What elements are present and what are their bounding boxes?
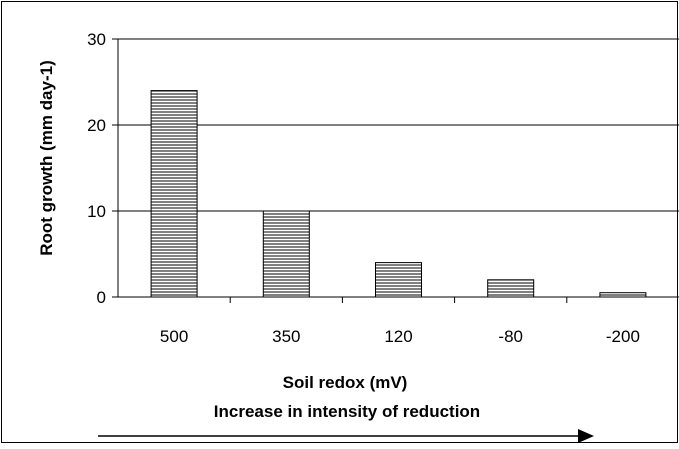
bar — [150, 90, 198, 298]
y-tick-label: 10 — [87, 202, 106, 221]
reduction-annotation: Increase in intensity of reduction — [214, 402, 480, 421]
bar — [599, 292, 647, 298]
x-tick-label: -80 — [498, 327, 523, 346]
axes — [112, 38, 679, 303]
y-tick-label: 30 — [87, 30, 106, 49]
gridlines — [118, 38, 679, 212]
arrow-icon — [98, 429, 594, 443]
y-tick-labels: 0 10 20 30 — [87, 30, 106, 307]
y-tick-label: 20 — [87, 116, 106, 135]
bar — [487, 279, 535, 298]
x-tick-label: 350 — [272, 327, 300, 346]
x-axis-title: Soil redox (mV) — [283, 373, 408, 392]
x-tick-labels: 500 350 120 -80 -200 — [160, 327, 640, 346]
bar — [375, 262, 422, 298]
bar — [262, 210, 310, 298]
x-tick-label: 120 — [384, 327, 412, 346]
bars — [150, 90, 647, 298]
x-tick-label: 500 — [160, 327, 188, 346]
y-axis-title: Root growth (mm day-1) — [37, 60, 56, 256]
x-tick-label: -200 — [606, 327, 640, 346]
y-tick-label: 0 — [97, 288, 106, 307]
